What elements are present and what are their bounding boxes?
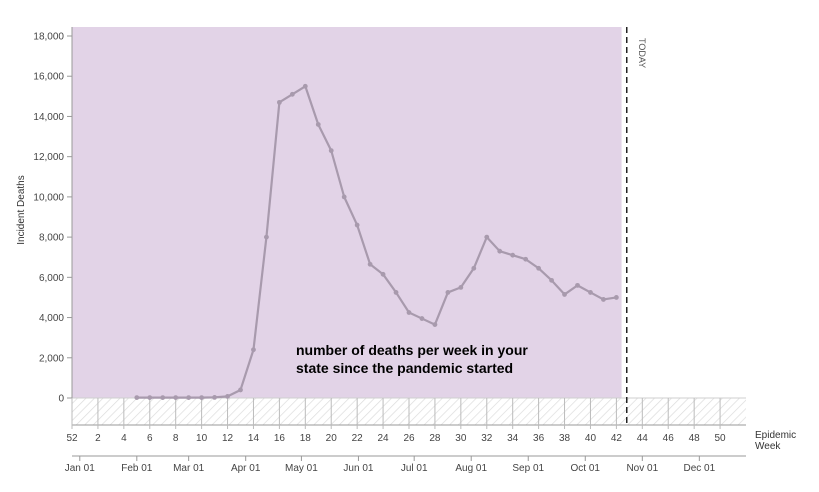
annotation-line1: number of deaths per week in your	[296, 342, 528, 358]
data-point	[510, 252, 516, 258]
month-tick-label: Aug 01	[455, 463, 487, 474]
data-point	[484, 234, 490, 240]
data-point	[445, 290, 451, 295]
data-point	[199, 395, 205, 400]
data-point	[276, 99, 282, 105]
week-tick-label: 22	[352, 433, 364, 444]
y-tick-label: 16,000	[33, 72, 64, 83]
week-tick-label: 36	[533, 433, 545, 444]
month-tick-label: Jun 01	[343, 463, 373, 474]
data-point	[458, 284, 464, 290]
week-tick-label: 24	[378, 433, 390, 444]
data-point	[432, 322, 438, 327]
data-point	[341, 194, 347, 200]
data-point	[354, 222, 360, 228]
data-point	[289, 91, 295, 97]
month-tick-label: Feb 01	[121, 463, 153, 474]
week-tick-label: 6	[147, 433, 153, 444]
week-tick-label: 52	[66, 433, 78, 444]
data-point	[238, 387, 243, 393]
week-tick-label: 38	[559, 433, 571, 444]
week-tick-label: 46	[663, 433, 675, 444]
data-point	[134, 395, 140, 400]
y-tick-label: 2,000	[39, 353, 64, 364]
today-label: TODAY	[637, 38, 647, 68]
month-tick-label: Jan 01	[65, 463, 95, 474]
month-tick-label: Oct 01	[571, 463, 601, 474]
data-point	[367, 261, 373, 267]
y-tick-label: 0	[58, 394, 64, 405]
week-tick-label: 8	[173, 433, 179, 444]
data-point	[536, 265, 542, 271]
week-tick-label: 34	[507, 433, 519, 444]
data-point	[406, 310, 412, 315]
y-tick-label: 18,000	[33, 32, 64, 43]
data-point	[147, 395, 153, 400]
month-tick-label: Jul 01	[401, 463, 428, 474]
data-point	[315, 122, 321, 127]
month-tick-label: May 01	[285, 463, 318, 474]
data-point	[264, 234, 269, 240]
y-tick-label: 6,000	[39, 273, 64, 284]
y-tick-label: 10,000	[33, 192, 64, 203]
x-axis-title-line2: Week	[755, 441, 781, 452]
week-tick-label: 10	[196, 433, 208, 444]
data-point	[225, 393, 230, 399]
data-point	[562, 292, 567, 297]
month-tick-label: Apr 01	[231, 463, 261, 474]
data-point	[575, 282, 580, 288]
data-point	[471, 265, 477, 271]
week-tick-label: 30	[455, 433, 467, 444]
week-tick-label: 32	[481, 433, 493, 444]
annotation-line2: state since the pandemic started	[296, 360, 513, 376]
y-tick-label: 12,000	[33, 152, 64, 163]
week-tick-label: 28	[429, 433, 441, 444]
week-tick-label: 18	[300, 433, 312, 444]
week-tick-label: 2	[95, 433, 101, 444]
data-point	[328, 148, 334, 154]
week-tick-label: 42	[611, 433, 623, 444]
data-point	[212, 394, 217, 400]
data-point	[601, 297, 606, 302]
week-tick-label: 44	[637, 433, 649, 444]
y-tick-label: 4,000	[39, 313, 64, 324]
series-points	[134, 83, 619, 400]
week-tick-label: 4	[121, 433, 127, 444]
week-tick-label: 50	[715, 433, 727, 444]
data-point	[251, 347, 256, 353]
month-axis: Jan 01 Feb 01 Mar 01 Apr 01 May 01 Jun 01 Jul …	[65, 455, 746, 474]
data-point	[549, 277, 554, 283]
data-point	[173, 395, 179, 400]
y-axis: 0 2,000 4,000 6,000 8,000 10,000 12,000 14,000 1…	[33, 32, 72, 405]
month-tick-label: Mar 01	[173, 463, 205, 474]
week-tick-label: 12	[222, 433, 234, 444]
data-point	[588, 290, 593, 295]
data-point	[613, 295, 619, 300]
data-point	[160, 395, 166, 400]
data-point	[393, 290, 399, 295]
data-point	[186, 395, 192, 400]
y-tick-label: 8,000	[39, 233, 64, 244]
y-tick-label: 14,000	[33, 112, 64, 123]
epidemic-week-axis: 52 2 4 6 8 10 12 14 16 18 20 22 24 26 28 30 32 34 36 38 40 42…	[66, 398, 746, 444]
y-axis-title: Incident Deaths	[16, 175, 27, 245]
shaded-observed-region	[72, 27, 622, 398]
week-tick-label: 20	[326, 433, 338, 444]
week-tick-label: 16	[274, 433, 286, 444]
data-point	[523, 256, 529, 262]
week-tick-label: 48	[689, 433, 701, 444]
data-point	[302, 83, 308, 89]
month-tick-label: Sep 01	[512, 463, 544, 474]
month-tick-label: Nov 01	[626, 463, 658, 474]
x-axis-title-line1: Epidemic	[755, 430, 796, 441]
data-point	[419, 316, 425, 321]
data-point	[497, 248, 503, 254]
week-tick-label: 40	[585, 433, 597, 444]
week-tick-label: 26	[403, 433, 415, 444]
week-tick-label: 14	[248, 433, 260, 444]
month-tick-label: Dec 01	[683, 463, 715, 474]
data-point	[380, 271, 386, 277]
